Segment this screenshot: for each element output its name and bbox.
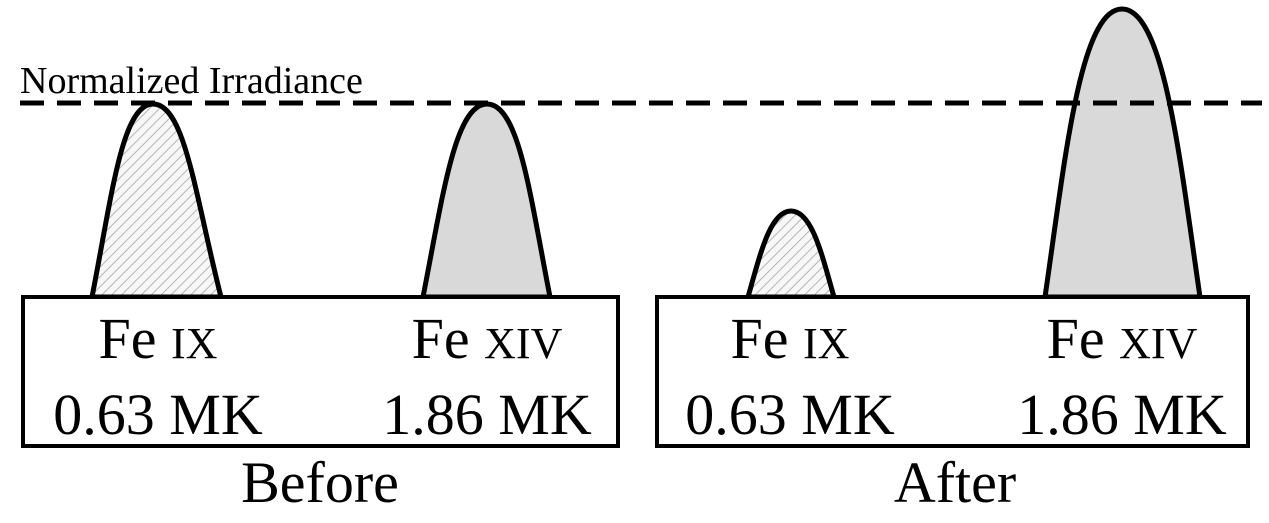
before-fe-ix-temperature: 0.63 MK [53,382,263,447]
before-panel-box [21,295,620,448]
after-fe-xiv-temperature: 1.86 MK [1017,382,1227,447]
peak-before-fe-xiv [420,101,553,300]
peak-after-fe-xiv [1042,6,1203,300]
after-panel-box [655,295,1250,448]
peak-after-fe-ix [745,208,837,300]
before-fe-xiv-label: Fe XIV [412,306,563,371]
before-caption: Before [241,450,399,515]
before-fe-ix-label: Fe IX [99,306,218,371]
before-fe-xiv-temperature: 1.86 MK [382,382,592,447]
normalized-irradiance-label: Normalized Irradiance [20,60,363,102]
after-fe-ix-temperature: 0.63 MK [685,382,895,447]
after-caption: After [894,450,1016,515]
peak-before-fe-ix [89,101,224,300]
after-fe-ix-label: Fe IX [731,306,850,371]
after-fe-xiv-label: Fe XIV [1047,306,1198,371]
